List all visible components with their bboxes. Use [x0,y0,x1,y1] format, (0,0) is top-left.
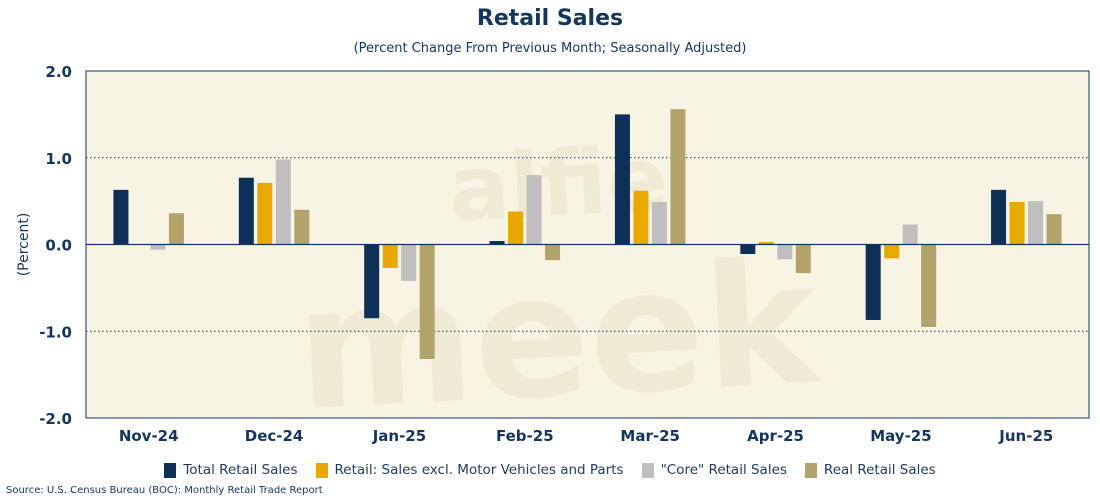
bar [257,182,273,245]
bar [865,244,881,320]
bar [758,241,774,245]
bar [884,244,900,259]
bar [150,244,166,250]
bar [489,241,505,245]
bar [614,114,630,245]
y-tick-label: 0.0 [45,237,72,255]
bar [921,244,937,327]
legend-label: "Core" Retail Sales [660,462,787,478]
bar [294,209,310,245]
y-tick-label: 2.0 [45,63,72,81]
bar [670,109,686,245]
bar [651,201,667,245]
bar [740,244,756,255]
legend-item: Real Retail Sales [804,462,936,478]
bar [275,159,291,245]
legend-swatch [164,462,177,478]
bar [401,244,417,281]
legend-label: Total Retail Sales [183,462,298,478]
bar [113,189,129,245]
x-tick-label: Mar-25 [620,427,680,445]
bar [364,244,380,319]
x-tick-label: Jun-25 [998,427,1053,445]
x-tick-label: Dec-24 [245,427,304,445]
watermark-text-top: alfie [446,126,671,242]
watermark-text-bottom: meek [292,224,826,449]
bar [526,175,542,245]
legend-item: "Core" Retail Sales [641,462,787,478]
legend-swatch [315,462,328,478]
bar [633,190,649,245]
legend-item: Retail: Sales excl. Motor Vehicles and P… [315,462,624,478]
legend-label: Retail: Sales excl. Motor Vehicles and P… [334,462,624,478]
plot-border [85,70,1090,419]
bar [1009,201,1025,245]
x-tick-label: Nov-24 [119,427,179,445]
bar [902,224,918,245]
legend-label: Real Retail Sales [823,462,936,478]
x-tick-label: May-25 [870,427,931,445]
bar [382,244,398,268]
legend-swatch [804,462,817,478]
bar [1028,201,1044,245]
source-note: Source: U.S. Census Bureau (BOC): Monthl… [6,485,323,496]
bar [1046,214,1062,245]
x-tick-label: Apr-25 [747,427,804,445]
bar [419,244,435,360]
chart-title: Retail Sales [476,6,624,31]
chart-subtitle: (Percent Change From Previous Month; Sea… [353,41,747,56]
y-tick-label: -1.0 [39,323,72,341]
bar [238,177,254,245]
legend-swatch [641,462,654,478]
y-tick-label: 1.0 [45,150,72,168]
legend-item: Total Retail Sales [164,462,298,478]
chart: alfie meek 2.0 1.0 0.0 -1.0 -2.0 Nov-24 Dec-2… [16,63,1090,450]
bar [545,244,561,261]
bar [795,244,811,274]
legend: Total Retail Sales Retail: Sales excl. Mo… [0,462,1100,478]
y-tick-label: -2.0 [39,410,72,428]
x-tick-label: Jan-25 [372,427,426,445]
bar [991,189,1007,245]
x-tick-label: Feb-25 [496,427,554,445]
bar [168,213,184,245]
bar [777,244,793,260]
y-axis-label: (Percent) [16,213,32,277]
watermark-logo: alfie meek [292,126,826,449]
bar [508,211,524,245]
